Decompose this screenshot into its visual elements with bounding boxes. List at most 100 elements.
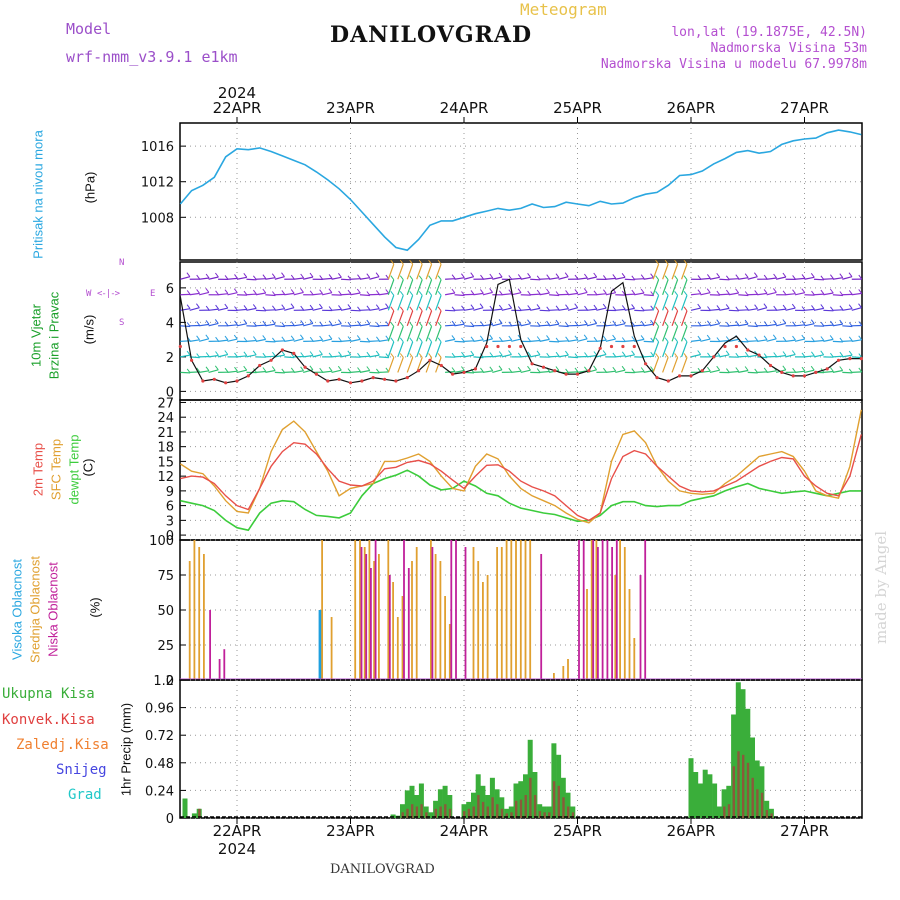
wind-barb (738, 323, 749, 327)
wind-barb (463, 325, 475, 328)
wind-barb (823, 338, 834, 342)
wind-barb (180, 276, 191, 280)
wind-barb (530, 354, 541, 358)
wind-barb-flag (565, 304, 569, 310)
wind-barb-flag (546, 274, 551, 280)
wind-barb (634, 292, 645, 296)
wind-barb (775, 322, 786, 327)
precip-total-bar (693, 772, 699, 818)
wind-barb (823, 309, 834, 312)
wind-barb-flag (801, 288, 806, 294)
wind-barb (776, 308, 787, 311)
wind-barb (605, 338, 616, 342)
wind-barb (832, 309, 843, 311)
precip-conv-bar (481, 801, 485, 818)
wind-barb-flag (640, 367, 645, 372)
wind-barb (757, 339, 768, 342)
wind-barb (823, 278, 834, 280)
wind-barb (586, 308, 597, 311)
wind-barb-flag (707, 352, 711, 358)
wind-barb-flag (224, 350, 229, 355)
wind-speed-marker (564, 372, 568, 376)
wind-barb (416, 279, 423, 295)
wind-barb (832, 277, 843, 280)
wind-barb-flag (498, 272, 503, 278)
wind-barb-flag (763, 367, 768, 373)
precip-conv-bar (463, 811, 466, 818)
y-tick-label: 0.24 (145, 784, 174, 799)
wind-barb (634, 370, 645, 373)
wind-barb (605, 370, 616, 373)
wind-barb (406, 357, 414, 373)
wind-barb-flag (271, 273, 276, 279)
wind-barb-flag (683, 290, 688, 296)
wind-barb (350, 278, 361, 280)
wind-barb-flag (451, 335, 456, 340)
wind-barb (615, 355, 626, 358)
wind-barb-flag (697, 303, 702, 309)
precip-conv-bar (477, 795, 480, 818)
wind-barb (416, 326, 423, 342)
wind-barb-flag (527, 319, 531, 325)
wind-barb (511, 370, 522, 373)
wind-barb-flag (271, 319, 276, 325)
wind-barb-flag (508, 289, 513, 295)
wind-barb-flag (480, 321, 484, 326)
top-year-label: 2024 (218, 84, 256, 102)
wind-barb-flag (726, 289, 730, 295)
wind-speed-marker (723, 344, 727, 349)
wind-barb (425, 341, 433, 358)
wind-barb (586, 322, 597, 327)
compass-n: N (119, 258, 125, 268)
wind-barb-flag (347, 304, 352, 309)
wind-barb-flag (205, 366, 210, 372)
wind-speed-marker (337, 377, 341, 381)
wind-barb (738, 355, 749, 358)
precip-total-bar (712, 783, 718, 818)
cloud-bar (318, 610, 323, 680)
wind-barb (454, 355, 465, 358)
cloud-bar (464, 547, 467, 680)
wind-barb (180, 371, 191, 374)
y-tick-label: 100 (149, 534, 174, 549)
wind-barb (700, 338, 711, 342)
wind-barb (520, 323, 531, 327)
precip-total-bar (191, 813, 197, 818)
wind-barb (823, 324, 834, 327)
precip-total-bar (541, 806, 547, 818)
wind-barb (265, 294, 276, 297)
y-tick-label: 0 (166, 674, 174, 689)
wind-barb (813, 307, 824, 311)
wind-barb (445, 324, 456, 327)
wind-barb (549, 340, 560, 343)
wind-barb (218, 293, 229, 296)
wind-barb (359, 309, 370, 311)
top-day-label: 22APR (213, 99, 262, 117)
wind-barb-flag (366, 305, 371, 311)
wind-barb (322, 324, 333, 327)
wind-barb (757, 307, 768, 311)
wind-barb-flag (536, 304, 541, 309)
wind-barb (435, 341, 442, 358)
wind-barb (690, 307, 701, 311)
wind-barb-flag (319, 367, 324, 373)
wind-barb (539, 370, 550, 373)
wind-barb (406, 263, 414, 280)
wind-barb (530, 278, 541, 281)
wind-barb-flag (328, 334, 333, 340)
y-tick-label: 4 (166, 316, 174, 331)
wind-barb-flag (356, 335, 361, 340)
wind-barb-flag (399, 321, 404, 327)
cloud-bar (434, 554, 437, 680)
cloud-bar (411, 561, 413, 680)
wind-barb-flag (612, 334, 616, 340)
precip-conv-bar (533, 795, 537, 818)
wind-barb-flag (858, 303, 862, 309)
y-tick-label: 21 (157, 426, 174, 441)
wind-barb (577, 338, 588, 342)
wind-barb-flag (674, 337, 678, 343)
precip-conv-bar (557, 785, 560, 818)
cloud-bar (431, 547, 434, 680)
wind-barb (832, 355, 843, 358)
wind-barb (539, 324, 550, 327)
